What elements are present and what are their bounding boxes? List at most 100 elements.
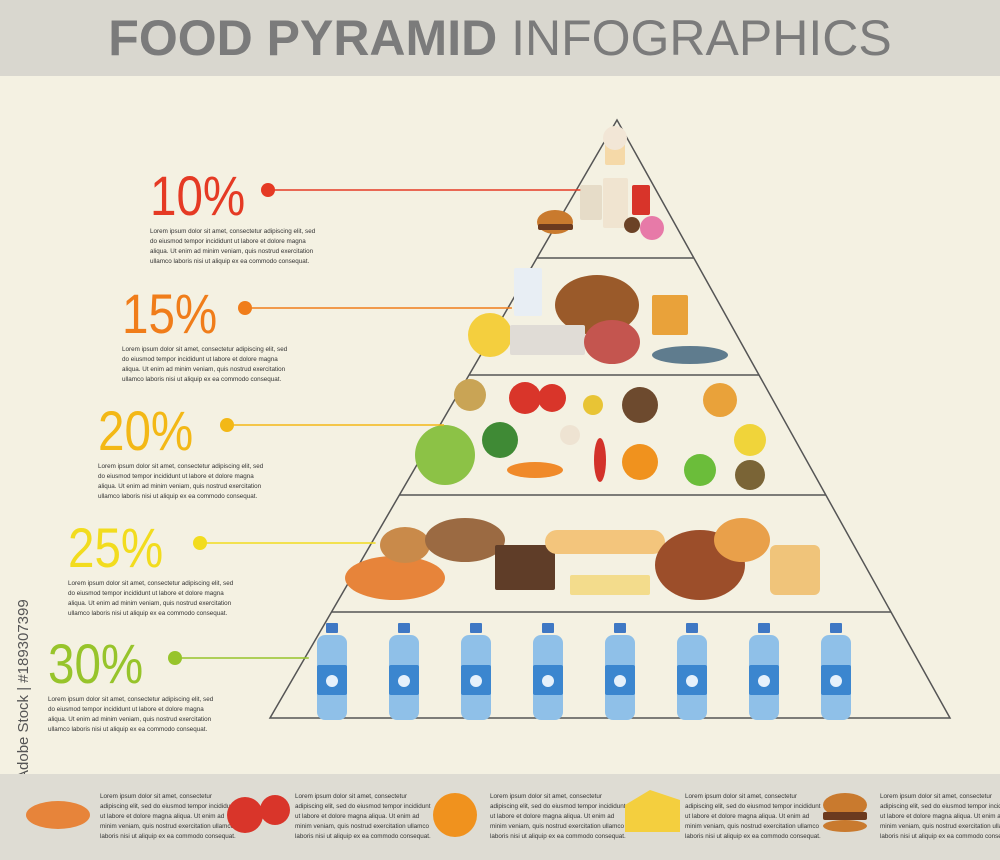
flour-sack — [425, 518, 505, 562]
produce — [734, 424, 766, 456]
footer-description: Lorem ipsum dolor sit amet, consectetur — [100, 793, 212, 800]
bread-loaf — [345, 556, 445, 600]
bottle-drop — [830, 675, 842, 687]
footer-description: ut labore et dolore magna aliqua. Ut eni… — [295, 813, 420, 820]
chili — [594, 438, 606, 482]
footer-description: laboris nisi ut aliquip ex ea commodo co… — [490, 833, 626, 840]
bottle-drop — [542, 675, 554, 687]
footer-description: minim veniam, quis nostrud exercitation … — [295, 823, 430, 830]
bun — [714, 518, 770, 562]
tier-percent: 25% — [68, 517, 163, 579]
footer-description: adipiscing elit, sed do eiusmod tempor i… — [100, 803, 236, 810]
pretzel — [380, 527, 430, 563]
produce — [622, 387, 658, 423]
burger — [537, 210, 573, 234]
tier-description: Lorem ipsum dolor sit amet, consectetur … — [68, 580, 234, 587]
bottle-cap — [326, 623, 338, 633]
produce — [622, 444, 658, 480]
tier-description: aliqua. Ut enim ad minim veniam, quis no… — [98, 483, 262, 490]
ice-cream — [603, 126, 627, 150]
tier-description: ullamco laboris nisi ut aliquip ex ea co… — [68, 610, 228, 617]
bottle-drop — [758, 675, 770, 687]
bottle-drop — [614, 675, 626, 687]
title-bold: FOOD PYRAMID — [108, 10, 497, 66]
tomato-icon — [260, 795, 290, 825]
footer-description: adipiscing elit, sed do eiusmod tempor i… — [685, 803, 821, 810]
orange-icon — [433, 793, 477, 837]
bottle-cap — [758, 623, 770, 633]
burger-icon — [823, 793, 867, 817]
produce — [560, 425, 580, 445]
sliced-bread — [770, 545, 820, 595]
tier-description: do eiusmod tempor incididunt ut labore e… — [68, 590, 224, 597]
footer-description: laboris nisi ut aliquip ex ea commodo co… — [685, 833, 821, 840]
tier-description: Lorem ipsum dolor sit amet, consectetur … — [48, 696, 214, 703]
footer-description: adipiscing elit, sed do eiusmod tempor i… — [490, 803, 626, 810]
produce — [583, 395, 603, 415]
ham — [584, 320, 640, 364]
title-light: INFOGRAPHICS — [511, 10, 892, 66]
bottle-cap — [470, 623, 482, 633]
tier-percent: 30% — [48, 633, 143, 695]
produce — [454, 379, 486, 411]
bottle-cap — [542, 623, 554, 633]
tier-dot — [168, 651, 182, 665]
tier-description: ullamco laboris nisi ut aliquip ex ea co… — [150, 258, 310, 265]
fish — [652, 346, 728, 364]
tier-percent: 20% — [98, 400, 193, 462]
tier-description: aliqua. Ut enim ad minim veniam, quis no… — [68, 600, 232, 607]
footer-description: Lorem ipsum dolor sit amet, consectetur — [295, 793, 407, 800]
tier-description: ullamco laboris nisi ut aliquip ex ea co… — [98, 493, 258, 500]
footer-description: minim veniam, quis nostrud exercitation … — [490, 823, 625, 830]
watermark: Adobe Stock | #189307399 — [15, 599, 32, 780]
tier-description: do eiusmod tempor incididunt ut labore e… — [98, 473, 254, 480]
footer-description: ut labore et dolore magna aliqua. Ut eni… — [100, 813, 225, 820]
tier-description: Lorem ipsum dolor sit amet, consectetur … — [150, 228, 316, 235]
eggs — [510, 325, 585, 355]
footer-description: ut labore et dolore magna aliqua. Ut eni… — [490, 813, 615, 820]
footer-description: laboris nisi ut aliquip ex ea commodo co… — [880, 833, 1000, 840]
pasta — [570, 575, 650, 595]
tier-description: Lorem ipsum dolor sit amet, consectetur … — [98, 463, 264, 470]
bottle-drop — [686, 675, 698, 687]
footer-description: minim veniam, quis nostrud exercitation … — [100, 823, 235, 830]
tier-description: aliqua. Ut enim ad minim veniam, quis no… — [122, 366, 286, 373]
tier-description: aliqua. Ut enim ad minim veniam, quis no… — [48, 716, 212, 723]
burger — [538, 224, 573, 230]
bottle-cap — [614, 623, 626, 633]
footer-description: minim veniam, quis nostrud exercitation … — [880, 823, 1000, 830]
tier-percent: 15% — [122, 283, 217, 345]
milk — [514, 268, 542, 316]
bottle-drop — [470, 675, 482, 687]
tier-description: do eiusmod tempor incididunt ut labore e… — [48, 706, 204, 713]
footer-description: Lorem ipsum dolor sit amet, consectetur — [490, 793, 602, 800]
tier-description: Lorem ipsum dolor sit amet, consectetur … — [122, 346, 288, 353]
footer-description: ut labore et dolore magna aliqua. Ut eni… — [685, 813, 810, 820]
donut — [640, 216, 664, 240]
tier-dot — [193, 536, 207, 550]
tier-dot — [261, 183, 275, 197]
tier-description: ullamco laboris nisi ut aliquip ex ea co… — [122, 376, 282, 383]
footer-description: adipiscing elit, sed do eiusmod tempor i… — [295, 803, 431, 810]
bottle-drop — [398, 675, 410, 687]
footer-description: Lorem ipsum dolor sit amet, consectetur — [685, 793, 797, 800]
footer-description: Lorem ipsum dolor sit amet, consectetur — [880, 793, 992, 800]
cheese — [468, 313, 512, 357]
tier-description: ullamco laboris nisi ut aliquip ex ea co… — [48, 726, 208, 733]
tier-percent: 10% — [150, 165, 245, 227]
burger-icon — [823, 812, 867, 820]
tier-description: do eiusmod tempor incididunt ut labore e… — [122, 356, 278, 363]
tier-description: aliqua. Ut enim ad minim veniam, quis no… — [150, 248, 314, 255]
produce — [482, 422, 518, 458]
produce — [509, 382, 541, 414]
jar — [652, 295, 688, 335]
rye-bread — [495, 545, 555, 590]
footer-description: laboris nisi ut aliquip ex ea commodo co… — [295, 833, 431, 840]
tier-dot — [238, 301, 252, 315]
cheese-icon — [625, 790, 680, 832]
tier-dot — [220, 418, 234, 432]
footer-description: minim veniam, quis nostrud exercitation … — [685, 823, 820, 830]
header-band — [0, 0, 1000, 76]
header-title: FOOD PYRAMID INFOGRAPHICS — [108, 10, 891, 66]
